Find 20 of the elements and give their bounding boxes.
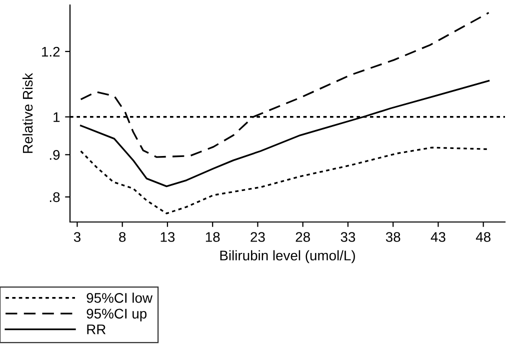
y-axis-title: Relative Risk [22, 72, 33, 153]
line-series [80, 146, 488, 214]
legend-label: RR [87, 324, 106, 334]
x-tick-label: 8 [119, 232, 126, 242]
y-tick-label: .9 [50, 150, 60, 160]
y-tick-label: .8 [50, 192, 60, 202]
x-tick-label: 33 [340, 232, 356, 242]
legend-label: 95%CI low [86, 292, 153, 303]
y-tick-label: 1 [54, 112, 60, 122]
y-tick-label: 1.2 [42, 46, 60, 57]
x-tick-label: 48 [476, 232, 490, 242]
x-tick-label: 3 [74, 232, 80, 242]
x-tick-label: 28 [296, 232, 310, 242]
x-tick-label: 23 [250, 232, 265, 242]
x-tick-label: 13 [160, 232, 175, 242]
legend-label: 95%CI up [86, 308, 147, 322]
x-tick-label: 38 [386, 232, 400, 242]
x-axis-title: Bilirubin level (umol/L) [220, 250, 355, 264]
x-tick-label: 43 [430, 232, 446, 242]
x-tick-label: 18 [206, 232, 220, 242]
